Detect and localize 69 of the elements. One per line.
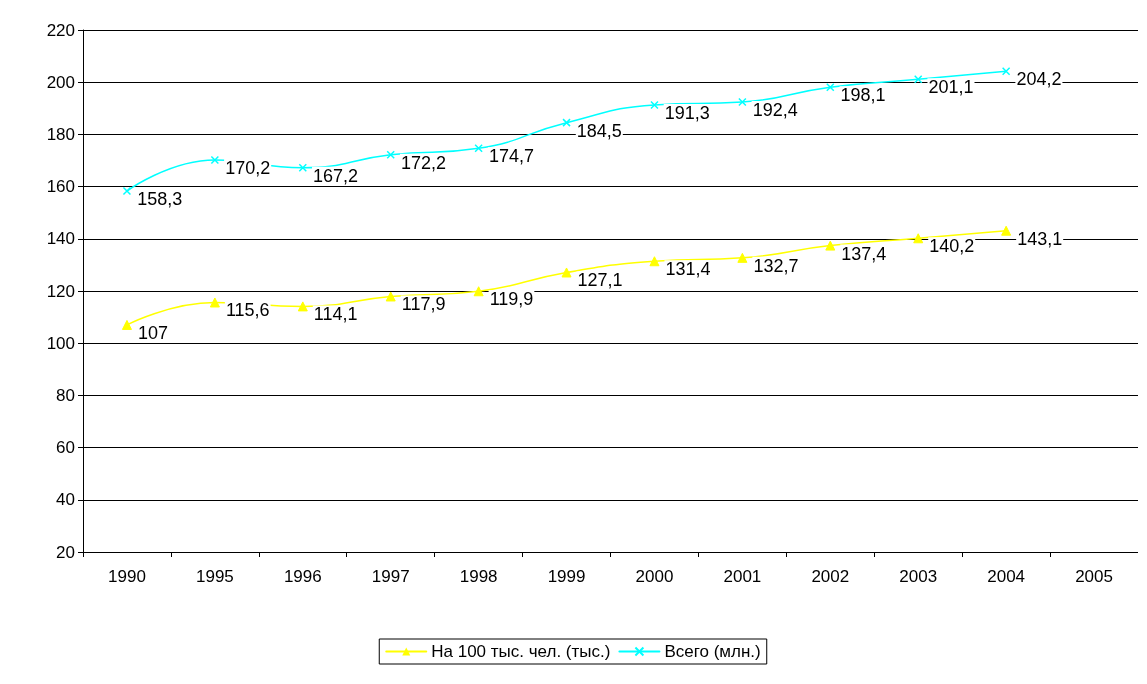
- x-tick-label: 1997: [371, 567, 410, 586]
- data-label: 172,2: [400, 152, 447, 173]
- point: [473, 286, 484, 297]
- point: [738, 97, 747, 107]
- point: [1001, 225, 1012, 236]
- y-tick-label: 80: [56, 385, 75, 405]
- point: [826, 82, 835, 92]
- x-tick-label: 1990: [108, 567, 146, 586]
- legend-label: Всего (млн.): [664, 642, 761, 661]
- point: [913, 75, 923, 84]
- point: [210, 155, 220, 165]
- point: [209, 297, 220, 308]
- data-label: 158,3: [137, 189, 183, 210]
- x-tick-label: 2002: [811, 567, 850, 586]
- point: [298, 163, 308, 173]
- y-tick-label: 220: [46, 20, 75, 40]
- x-tick-label: 2005: [1075, 567, 1113, 586]
- point: [122, 186, 132, 196]
- data-label: 170,2: [225, 157, 271, 178]
- data-label: 204,2: [1016, 69, 1062, 90]
- x-tick-label: 1999: [547, 567, 586, 586]
- data-label: 117,9: [401, 294, 446, 315]
- point: [562, 118, 571, 127]
- y-tick-label: 20: [56, 542, 75, 562]
- data-label: 192,4: [752, 100, 798, 121]
- data-label: 198,1: [840, 85, 886, 106]
- point: [386, 150, 395, 160]
- y-tick-label: 120: [46, 281, 75, 301]
- x-tick-label: 1996: [283, 567, 322, 586]
- data-label: 132,7: [753, 255, 799, 276]
- data-label: 201,1: [928, 77, 974, 98]
- y-tick-label: 100: [46, 333, 75, 353]
- data-label: 174,7: [488, 146, 534, 167]
- point: [913, 233, 924, 244]
- data-label: 127,1: [577, 270, 623, 291]
- data-label: 191,3: [664, 102, 710, 123]
- point: [1001, 66, 1011, 76]
- point: [825, 240, 836, 251]
- x-tick-label: 2001: [723, 567, 762, 586]
- point: [649, 256, 660, 267]
- y-tick-label: 60: [56, 438, 75, 458]
- point: [650, 100, 659, 110]
- y-tick-label: 140: [46, 229, 75, 249]
- x-tick-label: 2003: [899, 567, 938, 586]
- legend-label: На 100 тыс. чел. (тыс.): [431, 642, 611, 661]
- y-tick-label: 200: [46, 72, 75, 92]
- data-label: 119,9: [489, 289, 534, 310]
- data-label: 131,4: [665, 259, 711, 280]
- data-label: 143,1: [1017, 228, 1063, 249]
- point: [737, 252, 748, 263]
- y-tick-label: 180: [46, 124, 75, 144]
- x-tick-label: 2000: [635, 567, 674, 586]
- data-label: 137,4: [841, 243, 887, 264]
- data-label: 140,2: [929, 236, 975, 257]
- x-tick-label: 1995: [195, 567, 234, 586]
- data-label: 114,1: [313, 304, 358, 325]
- data-label: 107: [137, 322, 169, 343]
- x-tick-label: 2004: [987, 567, 1026, 586]
- point: [297, 301, 308, 312]
- y-tick-label: 160: [46, 177, 75, 197]
- data-label: 115,6: [225, 300, 270, 321]
- point: [385, 291, 396, 302]
- point: [121, 319, 132, 330]
- point: [474, 143, 483, 153]
- x-tick-label: 1998: [459, 567, 498, 586]
- y-tick-label: 40: [56, 490, 75, 510]
- data-label: 184,5: [576, 120, 622, 141]
- point: [561, 267, 572, 278]
- data-label: 167,2: [313, 165, 359, 186]
